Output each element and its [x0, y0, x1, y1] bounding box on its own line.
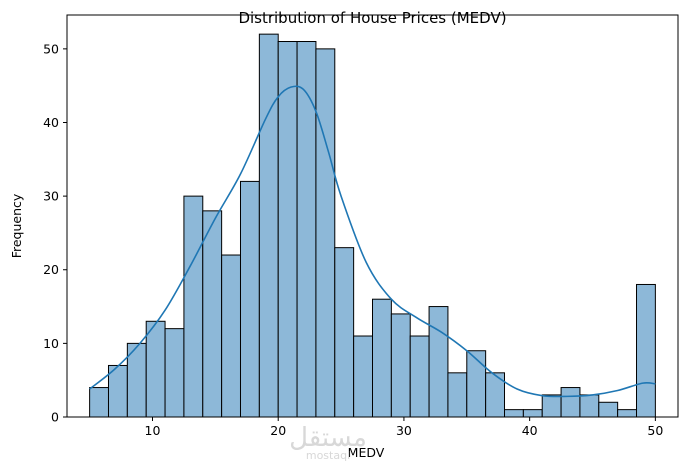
histogram-bar	[183, 195, 204, 418]
x-tick-label: 40	[522, 423, 538, 438]
histogram-bar	[541, 394, 562, 418]
histogram-bar	[560, 387, 581, 418]
histogram-bar	[390, 313, 411, 418]
x-axis-label: MEDV	[348, 445, 385, 460]
plot-frame	[66, 14, 679, 418]
histogram-bar	[522, 409, 543, 418]
watermark-latin: mostaql	[306, 449, 350, 462]
histogram-bar	[617, 409, 638, 418]
watermark-arabic: مستقل	[289, 423, 367, 453]
histogram-bar	[277, 41, 298, 418]
x-tick-label: 10	[145, 423, 161, 438]
chart-title: Distribution of House Prices (MEDV)	[238, 9, 506, 27]
histogram-bar	[598, 401, 619, 418]
histogram-bar	[409, 335, 430, 418]
histogram-bar	[334, 247, 355, 418]
x-tick-label: 20	[270, 423, 286, 438]
histogram-bar	[372, 298, 392, 418]
histogram-bar	[428, 306, 449, 418]
histogram-bar	[296, 41, 317, 418]
y-tick-label: 20	[43, 262, 59, 277]
y-tick-label: 0	[51, 410, 59, 425]
y-axis-ticks: 0 10 20 30 40 50	[43, 41, 67, 425]
histogram-bar	[504, 409, 524, 418]
histogram-bar	[315, 48, 336, 418]
y-tick-label: 50	[43, 41, 59, 56]
y-axis-label: Frequency	[9, 193, 24, 258]
x-tick-label: 50	[647, 423, 663, 438]
histogram-bar	[89, 387, 109, 418]
y-tick-label: 40	[43, 115, 59, 130]
y-tick-label: 30	[43, 189, 59, 204]
y-tick-label: 10	[43, 336, 59, 351]
histogram-bar	[353, 335, 373, 418]
histogram-bar	[164, 328, 185, 418]
histogram-bar	[466, 350, 487, 418]
histogram-bar	[258, 33, 279, 418]
histogram-bar	[107, 364, 128, 418]
histogram-bar	[579, 394, 600, 418]
histogram-bar	[636, 283, 656, 418]
histogram-bar	[221, 254, 241, 418]
histogram-bar	[447, 372, 468, 418]
histogram-bar	[239, 180, 260, 418]
x-tick-label: 30	[396, 423, 412, 438]
histogram-bar	[145, 320, 166, 418]
kde-line	[89, 85, 656, 398]
x-axis-ticks: 10 20 30 40 50	[145, 417, 663, 438]
histogram-bar	[202, 210, 223, 418]
